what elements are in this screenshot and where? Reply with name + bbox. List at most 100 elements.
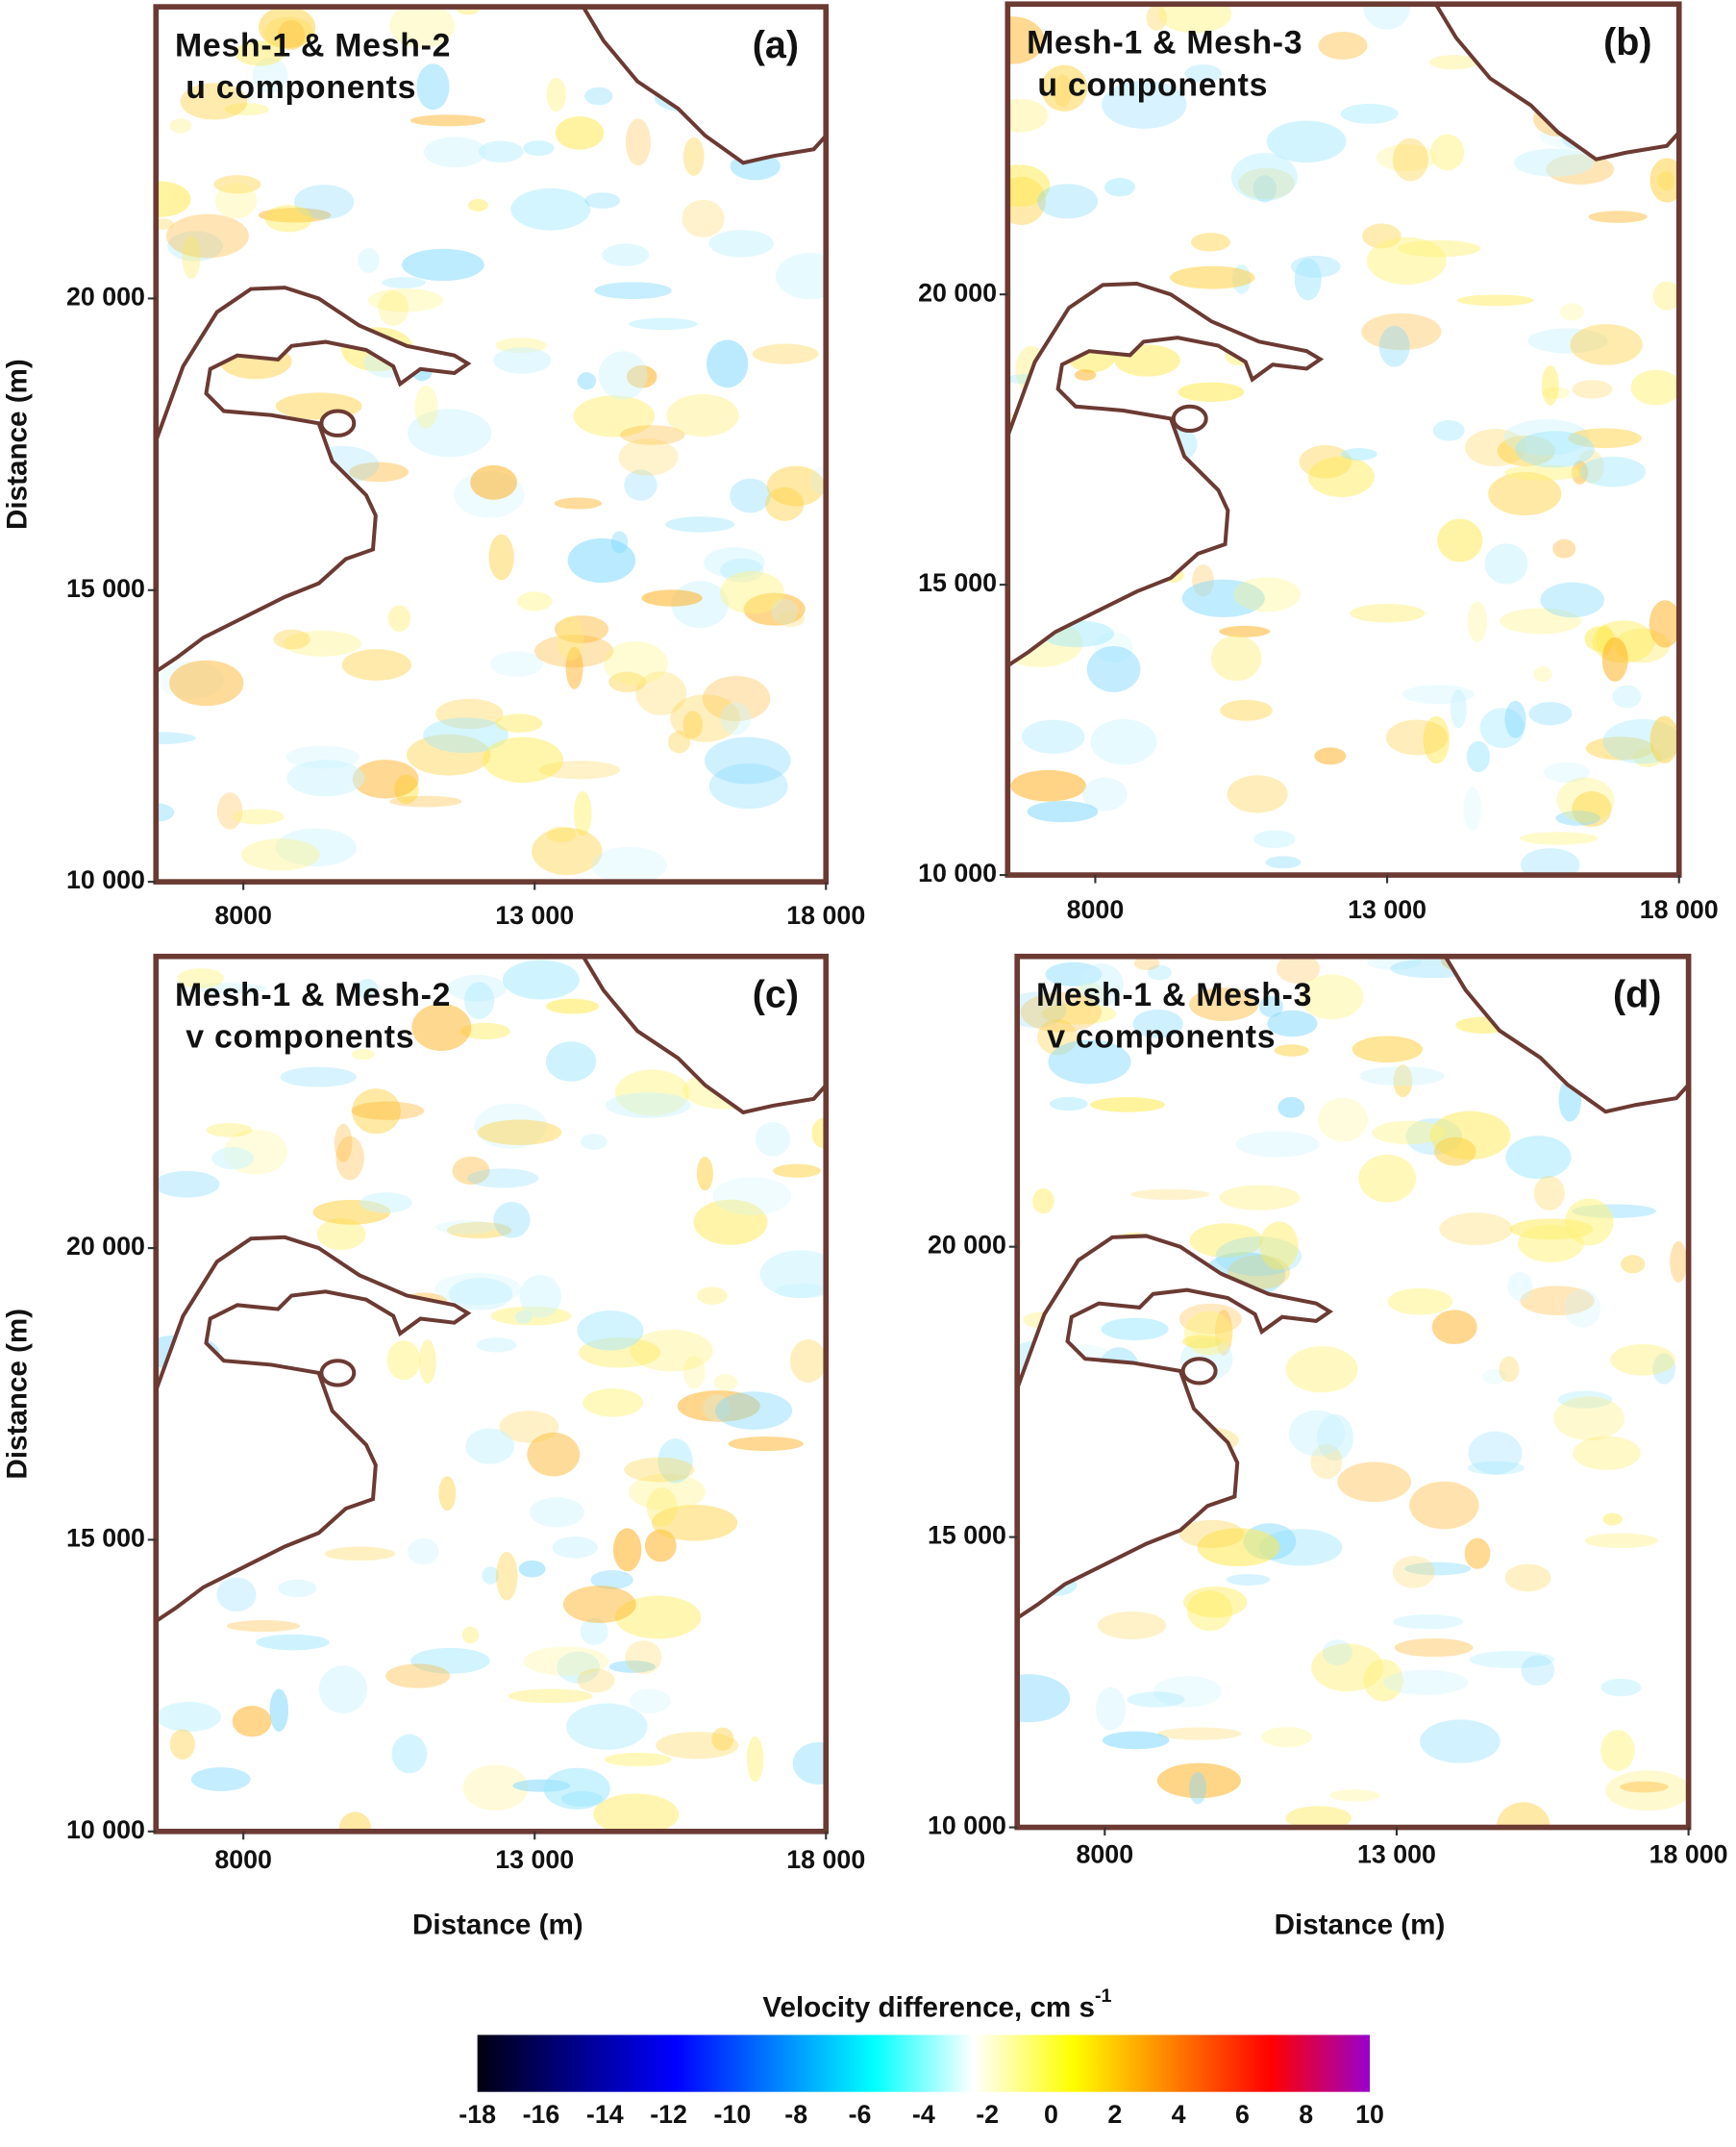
field-patch: [1469, 1650, 1555, 1669]
field-patch: [474, 1103, 548, 1149]
y-tick-label: 20 000: [918, 278, 997, 307]
island: [321, 412, 354, 436]
field-patch: [644, 1529, 677, 1562]
field-patch: [1468, 1431, 1523, 1475]
field-patch: [385, 1663, 451, 1688]
panel-label: (a): [753, 24, 799, 66]
field-patch: [743, 592, 806, 626]
field-patch: [1467, 1460, 1525, 1475]
field-patch: [1041, 1003, 1117, 1025]
field-patch: [591, 846, 667, 883]
field-patch: [402, 248, 484, 282]
field-patch: [562, 1585, 636, 1623]
field-patch: [1385, 719, 1449, 756]
field-patch: [1086, 645, 1141, 692]
field-patch: [1074, 983, 1104, 1006]
field-patch: [1237, 167, 1295, 200]
field-patch: [1571, 460, 1589, 485]
field-patch: [1178, 382, 1245, 402]
field-patch: [554, 497, 603, 510]
field-patch: [625, 1640, 662, 1675]
field-patch: [1285, 1346, 1358, 1393]
field-patch: [625, 118, 651, 166]
field-patch: [1553, 1396, 1625, 1441]
field-patch: [388, 795, 462, 808]
field-patch: [1601, 637, 1628, 682]
field-patch: [1555, 811, 1600, 826]
field-patch: [656, 1732, 739, 1760]
field-patch: [452, 1156, 490, 1186]
field-patch: [1363, 4, 1411, 30]
field-patch: [580, 1134, 608, 1150]
field-patch: [258, 7, 316, 49]
field-patch: [165, 213, 249, 259]
field-patch: [1584, 1533, 1658, 1549]
field-patch: [1429, 55, 1478, 70]
field-patch: [682, 711, 704, 739]
field-patch: [1500, 608, 1582, 635]
field-patch: [1197, 1528, 1280, 1567]
field-patch: [1352, 1036, 1423, 1063]
field-patch: [358, 248, 380, 273]
field-patch: [1649, 600, 1679, 648]
field-patch: [1102, 80, 1187, 129]
field-patch: [598, 351, 648, 400]
y-tick-label: 15 000: [66, 574, 145, 603]
field-patch: [1277, 1096, 1305, 1118]
field-patch: [1259, 1529, 1343, 1566]
field-patch: [1409, 1481, 1479, 1530]
field-patch: [1528, 702, 1573, 726]
field-patch: [1518, 1224, 1584, 1262]
field-patch: [712, 1177, 792, 1215]
field-patch: [556, 615, 584, 662]
field-patch: [1542, 387, 1570, 399]
field-patch: [579, 1337, 661, 1368]
field-patch: [1310, 1443, 1343, 1480]
field-patch: [495, 1551, 518, 1601]
field-patch: [552, 1536, 598, 1559]
field-patch: [1432, 419, 1465, 441]
field-patch: [1366, 237, 1447, 285]
field-patch: [482, 736, 564, 784]
field-patch: [720, 558, 764, 583]
field-patch: [1504, 700, 1526, 738]
field-patch: [1266, 120, 1347, 162]
field-patch: [626, 365, 657, 388]
panel-label: (c): [753, 974, 799, 1016]
y-tick-label: 20 000: [66, 283, 145, 312]
field-patch: [1322, 1639, 1352, 1666]
field-patch: [224, 103, 269, 116]
x-tick-label: 8000: [1067, 895, 1125, 924]
field-patch: [462, 1764, 530, 1811]
field-patch: [360, 1192, 412, 1213]
field-patch: [1600, 1678, 1642, 1697]
field-patch: [476, 1337, 517, 1353]
field-patch: [1420, 1719, 1500, 1763]
field-patch: [1397, 239, 1481, 258]
field-patch: [277, 19, 306, 51]
field-patch: [635, 671, 687, 715]
x-tick-label: 13 000: [495, 1845, 574, 1874]
field-patch: [352, 760, 419, 799]
field-patch: [624, 1457, 695, 1483]
field-patch: [414, 386, 438, 429]
colorbar-tick-label: -2: [976, 2100, 999, 2129]
land: [1017, 1236, 1329, 1617]
field-patch: [651, 1505, 738, 1541]
field-patch: [1520, 848, 1580, 876]
colorbar-tick-label: -4: [912, 2100, 935, 2129]
field-patch: [1482, 1368, 1506, 1385]
field-patch: [283, 630, 362, 657]
field-patch: [703, 1394, 731, 1422]
field-patch: [386, 1340, 421, 1381]
field-patch: [1568, 428, 1642, 449]
field-patch: [1132, 1009, 1183, 1038]
field-patch: [1367, 956, 1422, 970]
field-patch: [532, 827, 603, 876]
field-patch: [1219, 1185, 1301, 1211]
panel-frame: [153, 953, 830, 1835]
field-patch: [590, 1570, 633, 1590]
field-patch: [1318, 31, 1368, 60]
colorbar-tick-label: -12: [650, 2100, 687, 2129]
field-patch: [566, 1703, 648, 1750]
